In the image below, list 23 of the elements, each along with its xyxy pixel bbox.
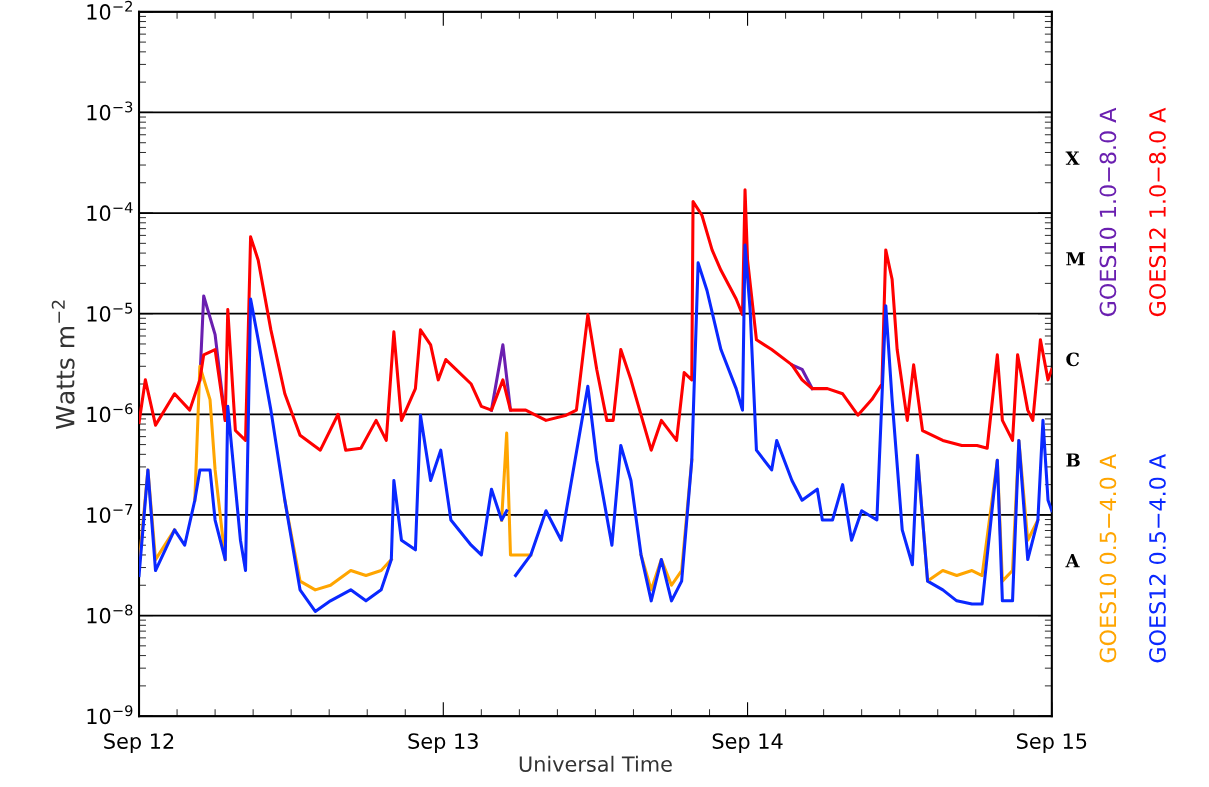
x-tick-label: Sep 15 — [1017, 733, 1087, 753]
y-tick-label: 10$^{−3}$ — [87, 101, 133, 121]
text: GOES12 0.5−4.0 A — [1149, 454, 1166, 663]
x-tick-label: Sep 13 — [408, 733, 478, 753]
y-tick-label: 10$^{−4}$ — [87, 202, 133, 222]
x-axis-title: Universal Time — [519, 755, 672, 772]
text: M — [1066, 252, 1085, 266]
y-tick-label: 10$^{−6}$ — [87, 403, 133, 423]
y-tick-label: 10$^{−7}$ — [87, 504, 133, 523]
x-tick-label: Sep 12 — [104, 733, 174, 753]
y-tick-label: 10$^{−9}$ — [87, 705, 133, 725]
text: GOES10 1.0−8.0 A — [1099, 107, 1117, 317]
text: X — [1065, 151, 1080, 165]
text: B — [1066, 453, 1080, 467]
y-tick-label: 10$^{−2}$ — [87, 0, 132, 20]
text: GOES10 0.5−4.0 A — [1099, 454, 1117, 663]
y-tick-label: 10$^{−5}$ — [87, 302, 133, 322]
text: A — [1065, 554, 1080, 568]
text: C — [1066, 352, 1079, 367]
y-tick-label: 10$^{−8}$ — [87, 604, 133, 624]
y-axis-title: Watts m$^{−2}$ — [51, 300, 75, 430]
text: GOES12 1.0−8.0 A — [1149, 107, 1166, 317]
x-tick-label: Sep 14 — [712, 733, 783, 753]
